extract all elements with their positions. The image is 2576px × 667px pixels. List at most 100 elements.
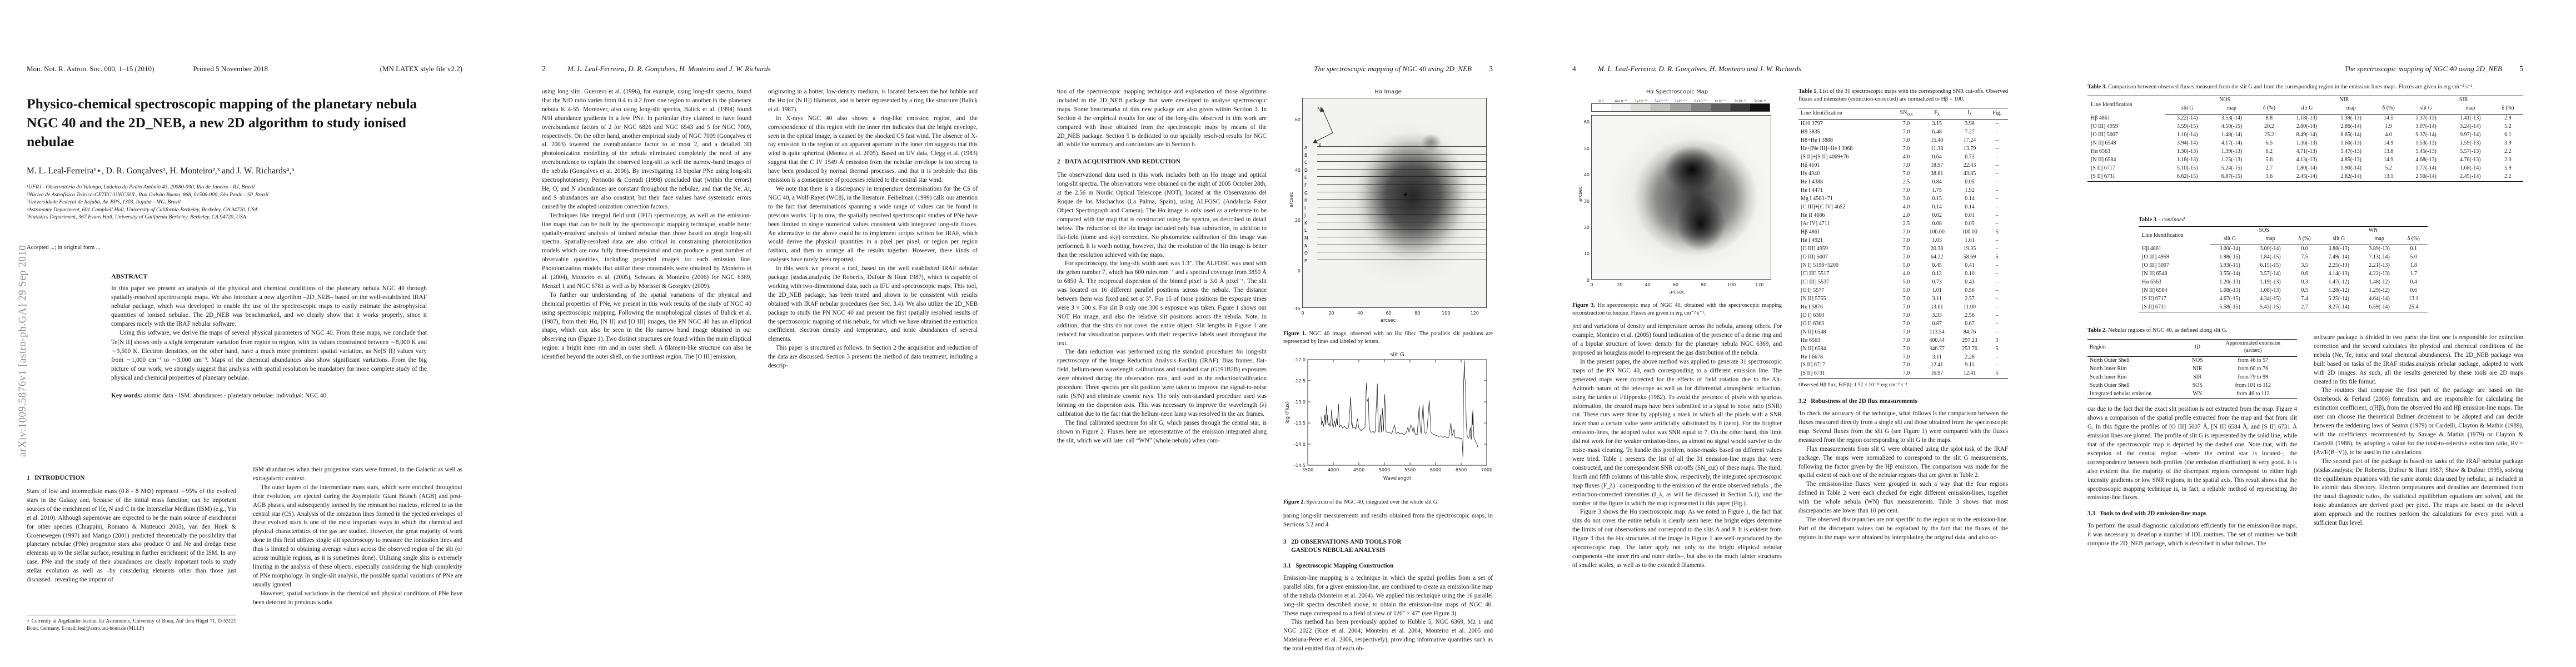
table-cell: 4.0 bbox=[1902, 270, 1910, 277]
table-row: [S II] 6731 7.0 16.97 12.41 5 bbox=[1798, 370, 2008, 378]
table-cell: 2.0 bbox=[1902, 212, 1910, 219]
table-cell: 3.89(-13) bbox=[2369, 245, 2390, 252]
table-cell: 3.6 bbox=[2265, 173, 2273, 180]
table-cell: 15.40 bbox=[1930, 137, 1944, 144]
column-header: Iλ bbox=[1953, 108, 1986, 121]
table-cell: 346.77 bbox=[1929, 345, 1945, 352]
table-cell: 7.0 bbox=[1902, 162, 1910, 169]
slit-line bbox=[1317, 229, 1486, 230]
table-cell: 7.0 bbox=[1902, 121, 1910, 127]
table-cell: 7.0 bbox=[1902, 187, 1910, 194]
table-cell: 13.61 bbox=[1930, 303, 1944, 310]
svg-text:slit G: slit G bbox=[1390, 352, 1404, 358]
table-row: North Outer Shell NOS from 46 to 57 bbox=[2087, 356, 2297, 365]
page4-column-right-text: 3.2 Robustness of the 2D flux measuremen… bbox=[1798, 397, 2008, 542]
paragraph: Using this software, we derive the maps … bbox=[111, 330, 427, 381]
paragraph: We note that there is a discrepancy in t… bbox=[768, 185, 978, 263]
table-cell: Hβ 4861 bbox=[2142, 245, 2161, 252]
slit-line bbox=[1317, 146, 1486, 147]
table-cell: 0.73 bbox=[1932, 278, 1942, 285]
svg-text:5500: 5500 bbox=[1404, 467, 1416, 472]
table-cell: [S II] 6717 bbox=[2091, 165, 2115, 171]
compass-north-label: N bbox=[1317, 107, 1321, 112]
table-cell: 13.1 bbox=[2383, 173, 2394, 180]
table-cell: 1.39(-13) bbox=[2340, 115, 2361, 122]
axis-tick-label: 30 bbox=[1583, 198, 1590, 204]
table-cell: 0.41 bbox=[1965, 262, 1975, 268]
table-cell: [N II] 6584 bbox=[1801, 345, 1826, 352]
figure-3-colorbar: 0.0 4x10⁻¹⁷ 1x10⁻¹⁶ 5x10⁻¹⁶ 3x10⁻¹⁵ 6x10⁻¹⁵ 1x… bbox=[1591, 98, 1770, 115]
table-cell: 400.44 bbox=[1929, 337, 1945, 344]
figure-2: slit G 3500 4000 4500 5000 5500 6000 6500 7000 -1… bbox=[1283, 351, 1493, 506]
table-cell: [C III]+[C IV] 4652 bbox=[1801, 204, 1846, 211]
table-cell: 84.76 bbox=[1963, 328, 1976, 335]
table-cell: – bbox=[1995, 270, 1999, 277]
running-title: The spectroscopic mapping of NGC 40 usin… bbox=[1314, 64, 1472, 73]
table-cell: 6.87(-15) bbox=[2221, 173, 2243, 180]
table: Line Identification SNcut Fλ Iλ Fig. H10 3797… bbox=[1798, 108, 2008, 379]
page3-column-left: tion of the spectroscopic mapping techni… bbox=[1057, 88, 1267, 659]
paragraph: The observed discrepancies are not speci… bbox=[1798, 516, 2008, 541]
page4-column-left: Hα Spectroscopic Map 0.0 4x10⁻¹⁷ 1x10⁻¹⁶ 5x… bbox=[1572, 88, 1782, 659]
table-cell: 7.0 bbox=[1902, 337, 1910, 344]
paragraph: ject and variations of density and tempe… bbox=[1572, 323, 1782, 357]
table-cell: 7.0 bbox=[1902, 320, 1910, 327]
paragraph: originating in a hotter, low-density med… bbox=[768, 88, 978, 113]
table-cell: 3.33 bbox=[1932, 312, 1942, 318]
table-cell: 4.0 bbox=[2385, 132, 2392, 138]
svg-text:-13.0: -13.0 bbox=[1294, 400, 1306, 405]
paragraph: For spectroscopy, the long-slit width us… bbox=[1057, 260, 1267, 347]
slit-label: H bbox=[1304, 198, 1308, 203]
slit-label: E bbox=[1304, 175, 1307, 181]
paragraph: using long slits. Guerrero et al. (1996)… bbox=[542, 88, 751, 210]
table-cell: 4.85(-13) bbox=[2340, 156, 2361, 163]
table-cell: 7.0 bbox=[1902, 328, 1910, 335]
slit-label: N bbox=[1304, 243, 1308, 248]
abstract-heading: ABSTRACT bbox=[111, 272, 148, 280]
axis-tick-label: 20 bbox=[1583, 225, 1590, 231]
table-cell: – bbox=[1995, 303, 1999, 310]
figure-2-caption: Figure 2. Spectrum of the NGC 40, integr… bbox=[1283, 499, 1439, 506]
table-row: Hδ 4101 7.0 18.97 22.43 – bbox=[1798, 162, 2008, 170]
table-row: [Cl III] 5537 5.0 0.73 0.43 – bbox=[1798, 278, 2008, 287]
svg-text:-14.0: -14.0 bbox=[1294, 442, 1306, 447]
table-cell: He I 6678 bbox=[1801, 354, 1823, 360]
table-cell: 4.67(-15) bbox=[2219, 295, 2240, 302]
column-header: map bbox=[2359, 235, 2400, 245]
table-cell: 2.45(-14) bbox=[2296, 173, 2318, 180]
table-cell: [O III] 5007 bbox=[2091, 132, 2118, 138]
column-group-header: NIR bbox=[2339, 97, 2349, 103]
paragraph: Flux measurements from slit G were obtai… bbox=[1798, 445, 2008, 479]
table-row: H8+He I 3888 7.0 15.40 17.24 – bbox=[1798, 137, 2008, 145]
page2-column-right: originating in a hotter, low-density med… bbox=[768, 88, 978, 659]
table-cell: SOS bbox=[2192, 382, 2203, 389]
table-row: South Outer Shell SOS from 101 to 112 bbox=[2087, 381, 2297, 390]
table-2: Region ID Approximated extension (arcsec) No… bbox=[2087, 339, 2297, 399]
table-cell: 4.78(-13) bbox=[2460, 156, 2481, 163]
table-cell: 12.41 bbox=[1963, 370, 1976, 377]
table-cell: [N II] 6548 bbox=[1801, 328, 1826, 335]
column-header: δ (%) bbox=[2373, 104, 2404, 115]
table-cell: H8+He I 3888 bbox=[1801, 137, 1833, 144]
paragraph: In this work we present a tool, based on… bbox=[768, 265, 978, 343]
svg-text:3500: 3500 bbox=[1302, 467, 1313, 472]
table-cell: 5.0 bbox=[1902, 278, 1910, 285]
table-cell: 3.57(-14) bbox=[2260, 270, 2281, 277]
table-cell: 4.0 bbox=[1902, 204, 1910, 211]
svg-text:-12.0: -12.0 bbox=[1294, 357, 1306, 362]
table-cell: 1.08(-13) bbox=[2219, 287, 2240, 293]
table-cell: 7.0 bbox=[1902, 137, 1910, 144]
axis-tick-label: 20 bbox=[1294, 218, 1301, 223]
table-cell: 4.71(-13) bbox=[2296, 148, 2318, 155]
table-cell: 0.14 bbox=[1965, 196, 1975, 202]
table-cell: 3.9 bbox=[2504, 140, 2512, 147]
table-cell: 0.45 bbox=[1932, 262, 1942, 268]
table-cell: 7.0 bbox=[1902, 245, 1910, 252]
table-row: H9 3835 7.0 6.48 7.27 – bbox=[1798, 128, 2008, 137]
table-cell: 0.08 bbox=[1932, 221, 1942, 227]
figure-1-plot-area: arcsec N E A B C D E F G H I J K L M N O P 60 40 20 0 -15 0 20… bbox=[1289, 97, 1493, 316]
axis-tick-label: 0 bbox=[1301, 310, 1304, 316]
table-cell: [S II] 6731 bbox=[2142, 303, 2166, 310]
